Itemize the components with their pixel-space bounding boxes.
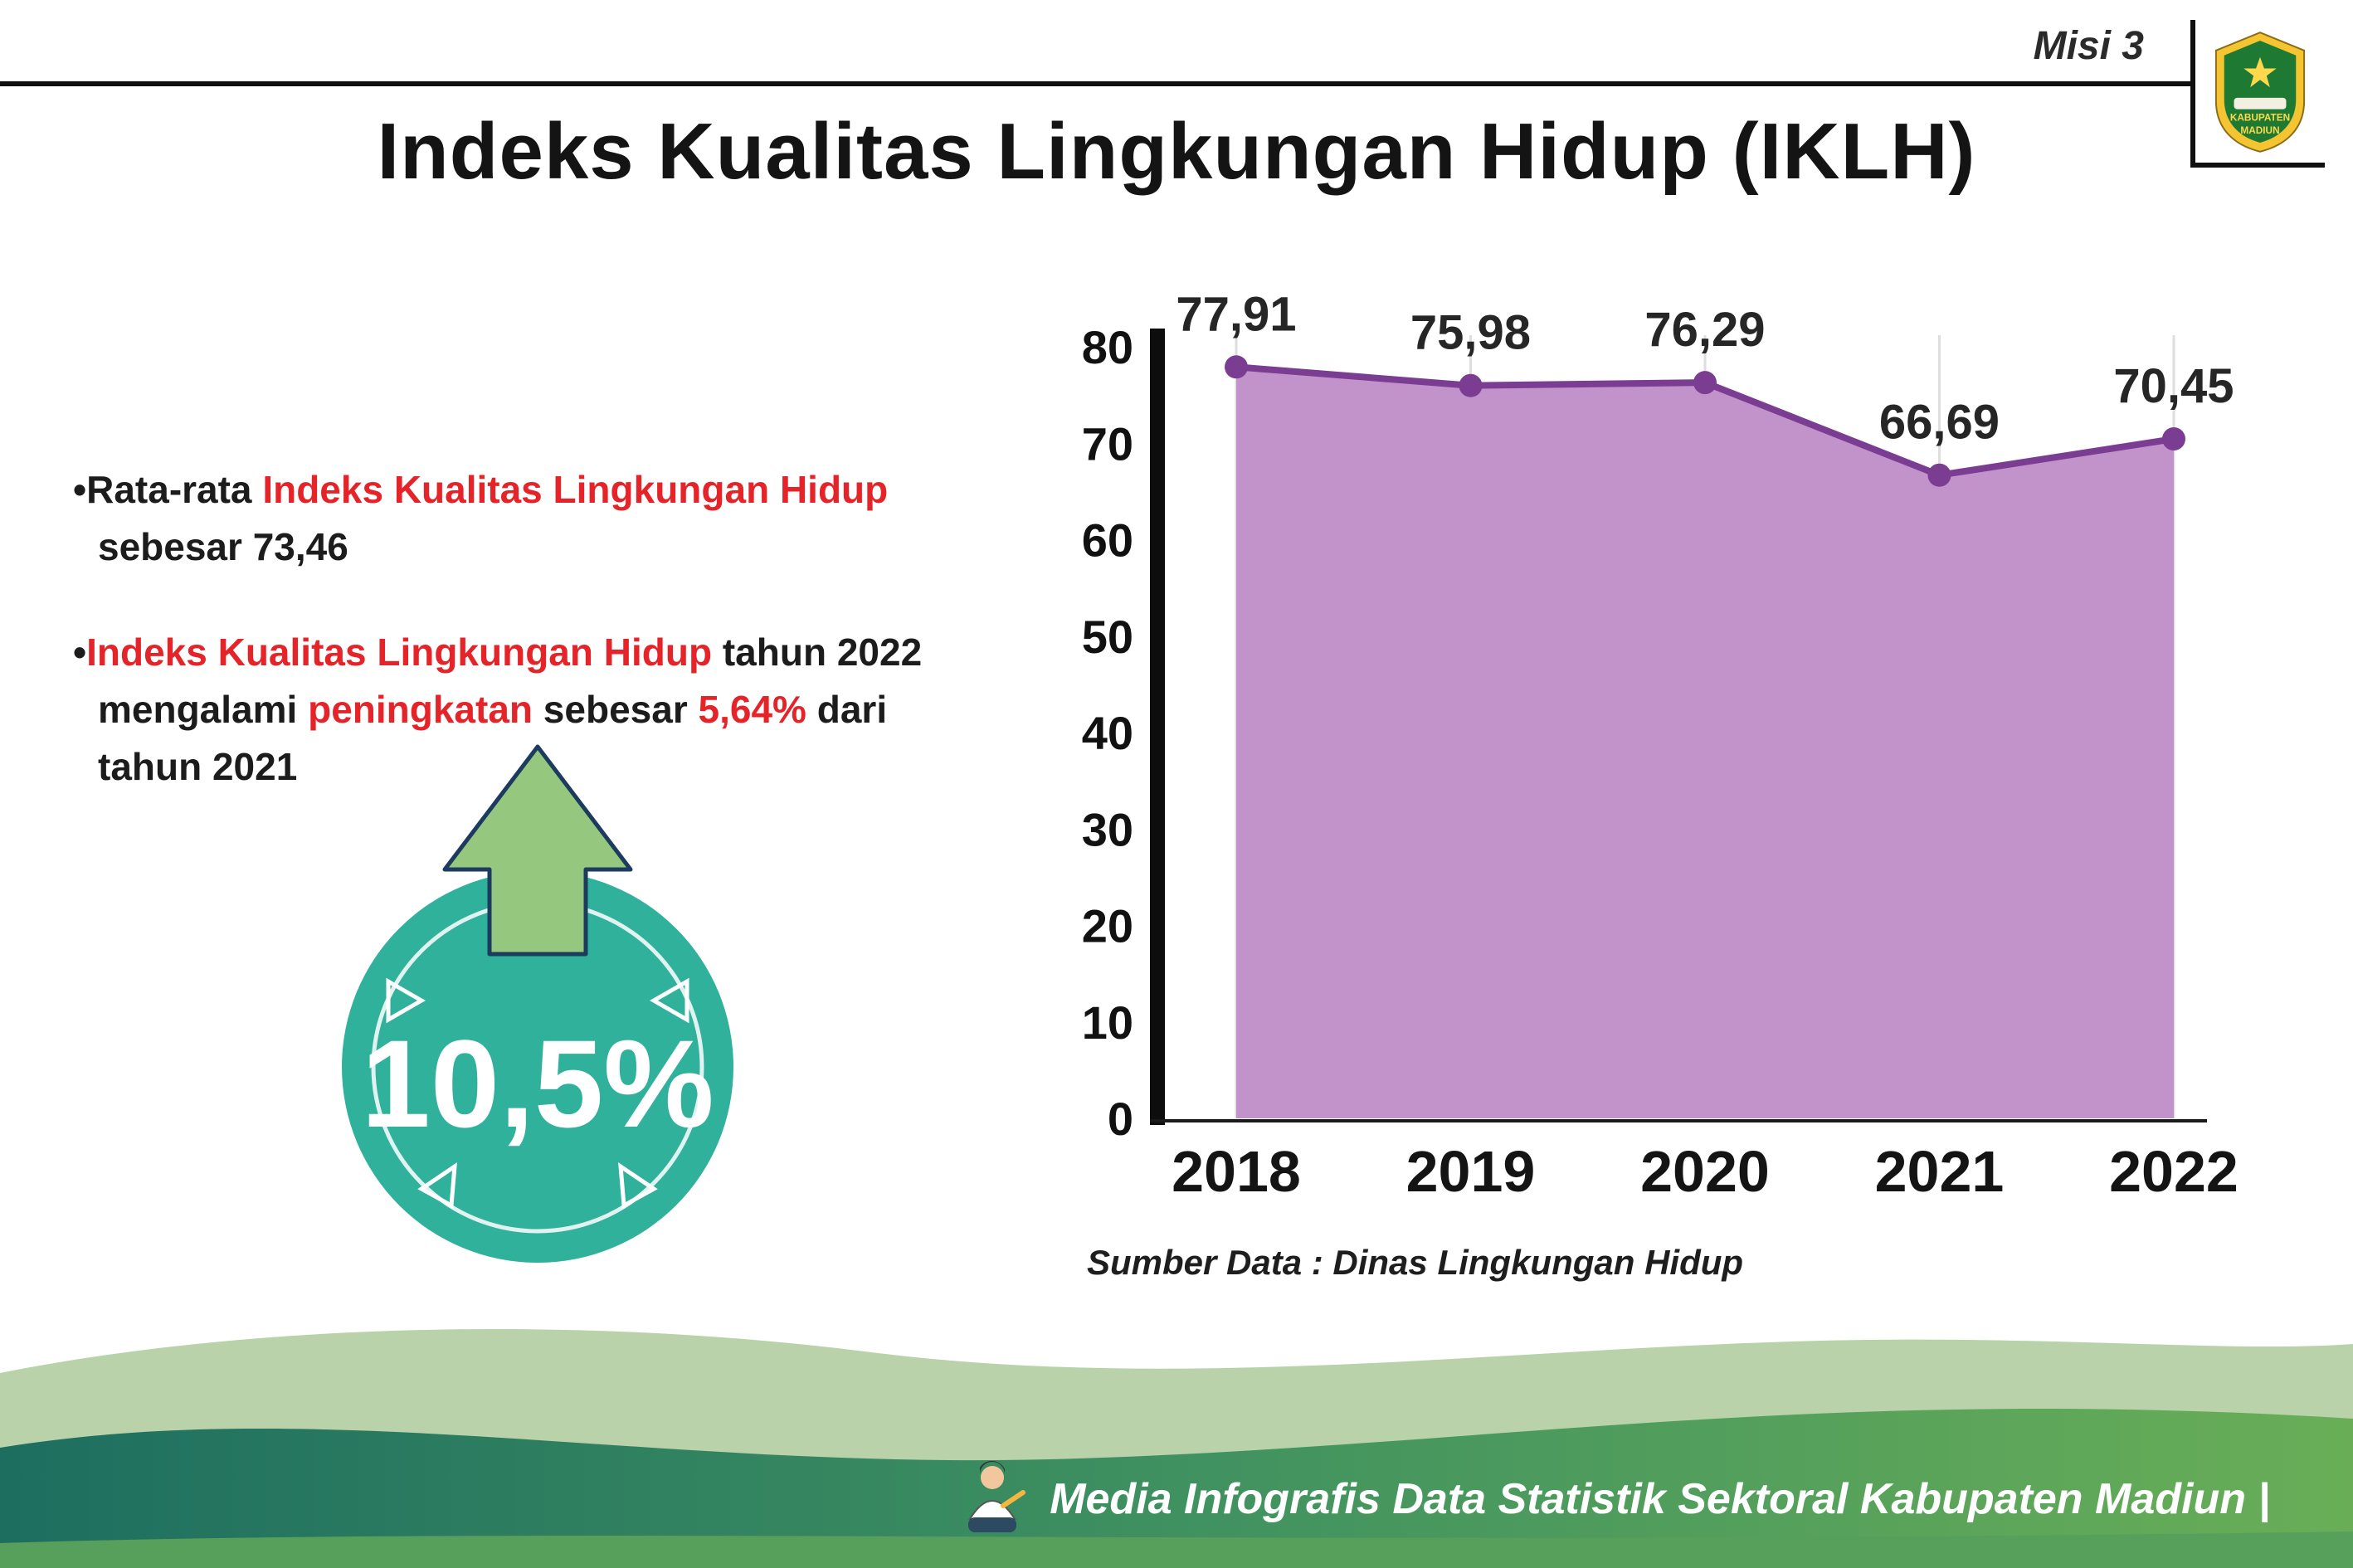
area-fill (1236, 367, 2174, 1118)
bullet2-text-3: peningkatan (308, 688, 533, 731)
badge-circle (342, 871, 733, 1263)
kabupaten-madiun-emblem-icon: KABUPATEN MADIUN (2214, 32, 2306, 153)
data-point (1459, 373, 1483, 397)
data-label: 75,98 (1410, 306, 1531, 360)
y-tick-label: 80 (1082, 321, 1133, 373)
bullet2-text-4: sebesar (533, 688, 699, 731)
y-tick-label: 60 (1082, 514, 1133, 567)
bullet2-text-5: 5,64% (698, 688, 806, 731)
emblem-top-text: KABUPATEN (2230, 111, 2290, 123)
kabupaten-madiun-logo: KABUPATEN MADIUN (2190, 20, 2325, 168)
bullet2-text-1: Indeks Kualitas Lingkungan Hidup (86, 631, 713, 674)
y-tick-label: 20 (1082, 900, 1133, 952)
badge-triangle-bottom-left-icon (417, 1162, 457, 1210)
data-point (1927, 463, 1951, 487)
data-point (1225, 355, 1248, 379)
bullet-increase-2022: •Indeks Kualitas Lingkungan Hidup tahun … (73, 631, 923, 788)
iklh-area-chart: 0 10 20 30 40 50 60 70 80 77,91 75,98 76,29 66,69 70,… (987, 264, 2265, 1283)
data-label: 76,29 (1644, 303, 1765, 357)
footer-caption-row: Media Infografis Data Statistik Sektoral… (955, 1459, 2270, 1538)
bullet2-text-2: tahun 2022 mengalami (98, 631, 923, 731)
mascot-icon (968, 1460, 1026, 1532)
bullet1-text-3: sebesar 73,46 (98, 525, 348, 568)
data-label: 77,91 (1176, 287, 1296, 341)
data-point (2162, 427, 2185, 451)
footer-wave-strip (0, 1531, 2353, 1568)
emblem-bottom-text: MADIUN (2240, 124, 2279, 136)
data-label: 70,45 (2113, 359, 2234, 413)
bullet1-text-2: Indeks Kualitas Lingkungan Hidup (262, 468, 889, 511)
increase-badge: 10,5% (342, 744, 733, 1263)
data-point (1693, 371, 1717, 395)
bullet2-text-6: dari tahun 2021 (98, 688, 888, 788)
footer-caption: Media Infografis Data Statistik Sektoral… (1050, 1474, 2270, 1523)
y-tick-label: 0 (1108, 1093, 1133, 1145)
x-tick-label: 2019 (1406, 1139, 1536, 1204)
y-axis (1150, 329, 1165, 1125)
badge-triangle-bottom-right-icon (618, 1162, 658, 1210)
iklh-chart-canvas: 0 10 20 30 40 50 60 70 80 77,91 75,98 76,29 66,69 70,… (1082, 287, 2239, 1204)
misi-label: Misi 3 (2033, 24, 2144, 68)
x-tick-label: 2018 (1172, 1139, 1301, 1204)
badge-triangle-left-icon (386, 977, 426, 1024)
y-tick-label: 70 (1082, 417, 1133, 470)
chart-source: Sumber Data : Dinas Lingkungan Hidup (1087, 1243, 1744, 1282)
footer-wave-decoration (0, 1329, 2353, 1568)
x-tick-label: 2021 (1875, 1139, 2005, 1204)
data-label: 66,69 (1879, 396, 2000, 450)
bullet1-text-1: Rata-rata (86, 468, 263, 511)
badge-triangle-right-icon (649, 977, 689, 1024)
summary-bullets: •Rata-rata Indeks Kualitas Lingkungan Hi… (73, 461, 969, 844)
up-arrow-icon (442, 744, 633, 957)
y-tick-label: 10 (1082, 996, 1133, 1049)
x-tick-label: 2020 (1640, 1139, 1770, 1204)
x-tick-label: 2022 (2109, 1139, 2239, 1204)
footer-wave-dark (0, 1409, 2353, 1568)
page-title: Indeks Kualitas Lingkungan Hidup (IKLH) (377, 107, 1976, 196)
header-rule (0, 81, 2199, 86)
y-tick-label: 50 (1082, 611, 1133, 663)
bullet-average-iklh: •Rata-rata Indeks Kualitas Lingkungan Hi… (73, 468, 889, 568)
badge-value: 10,5% (361, 1014, 714, 1153)
y-tick-label: 40 (1082, 707, 1133, 759)
y-tick-label: 30 (1082, 803, 1133, 855)
